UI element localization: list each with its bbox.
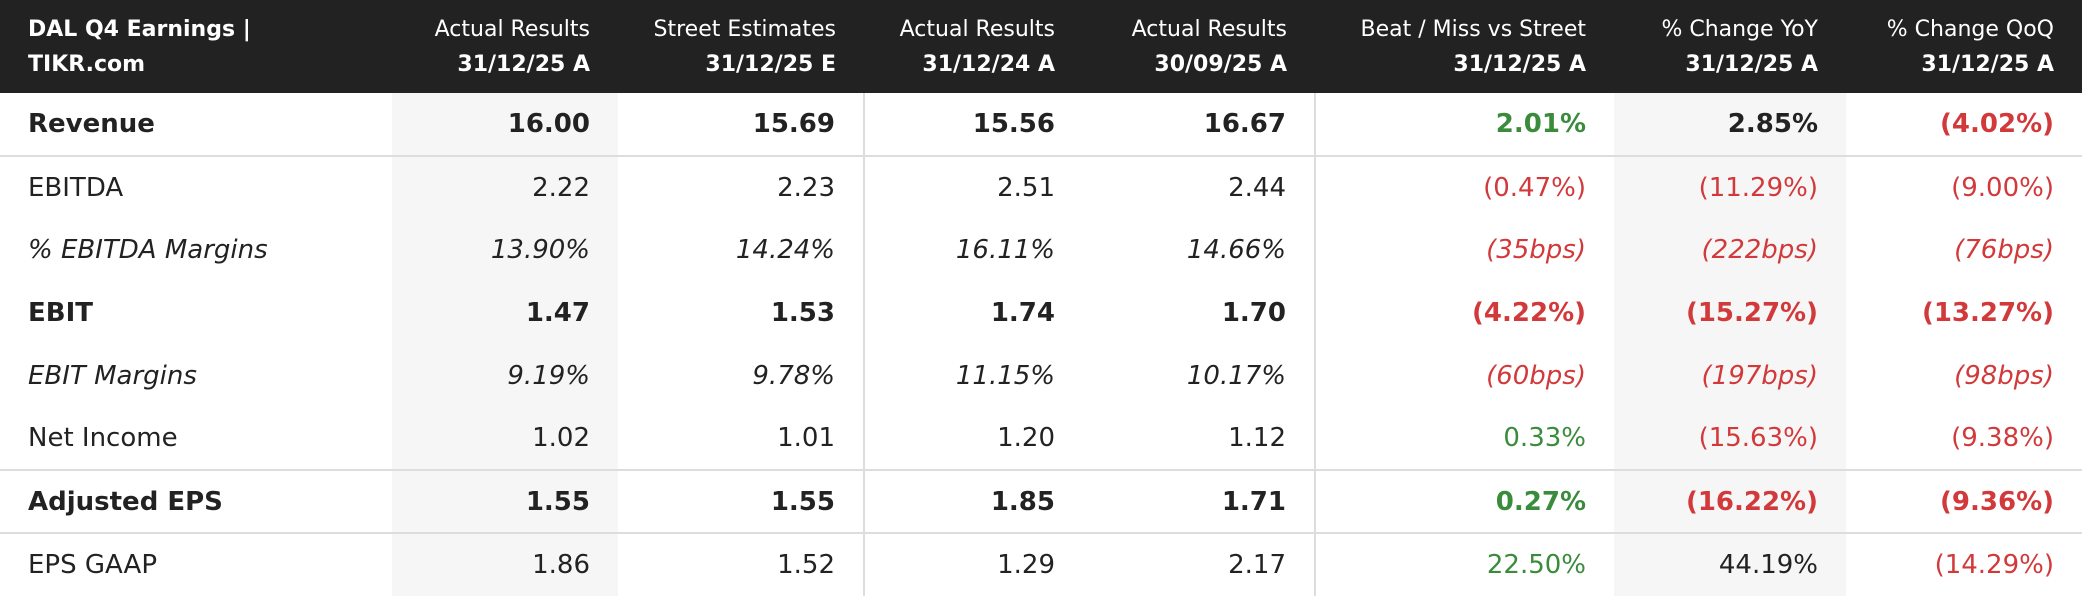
cell-value: 1.01: [618, 407, 865, 471]
row-label: EBIT Margins: [28, 361, 197, 391]
column-header: % Change QoQ 31/12/25 A: [1846, 0, 2082, 93]
cell-value: (14.29%): [1846, 532, 2082, 596]
cell-value: 2.01%: [1495, 108, 1586, 139]
table-row: Revenue 16.00 15.69 15.56 16.67 2.01% 2.85% (4.…: [0, 93, 2082, 156]
column-header-date: 31/12/25 A: [457, 51, 590, 77]
column-header-line: Actual Results: [1131, 16, 1287, 42]
row-label: Net Income: [28, 423, 178, 454]
column-header-line: Street Estimates: [653, 16, 836, 42]
cell-value: 1.12: [1083, 407, 1316, 471]
column-header-date: 31/12/25 A: [1685, 51, 1818, 77]
column-header-date: 30/09/25 A: [1154, 51, 1287, 77]
cell-value: 1.71: [1083, 469, 1316, 534]
cell-value: 14.66%: [1083, 218, 1316, 282]
column-header-line: Actual Results: [899, 16, 1055, 42]
cell-value: (197bps): [1614, 344, 1846, 408]
cell-value: (13.27%): [1921, 298, 2054, 329]
cell-value: 44.19%: [1614, 532, 1846, 596]
column-header: % Change YoY 31/12/25 A: [1614, 0, 1846, 93]
cell-value: 1.47: [392, 281, 618, 345]
cell-value: (60bps): [1486, 361, 1586, 391]
cell-value: 1.86: [392, 532, 618, 596]
cell-value: 0.27%: [1315, 469, 1614, 534]
column-header-line: Actual Results: [434, 16, 590, 42]
cell-value: 11.15%: [955, 361, 1055, 391]
column-header-date: 31/12/24 A: [922, 51, 1055, 77]
cell-value: 1.55: [392, 469, 618, 534]
row-label: EBITDA: [0, 154, 392, 219]
cell-value: 9.78%: [618, 344, 865, 408]
table-header: DAL Q4 Earnings | TIKR.com Actual Result…: [0, 0, 2082, 93]
cell-value: (35bps): [1486, 235, 1586, 266]
cell-value: 1.29: [864, 532, 1083, 596]
cell-value: 1.74: [990, 298, 1055, 329]
table-row: EBIT Margins 9.19% 9.78% 11.15% 10.17% (60bps…: [0, 344, 2082, 408]
column-header-date: 31/12/25 A: [1453, 51, 1586, 77]
cell-value: 9.19%: [392, 344, 618, 408]
cell-value: (15.27%): [1614, 281, 1846, 345]
cell-value: 16.11%: [955, 235, 1055, 266]
cell-value: (11.29%): [1614, 154, 1846, 219]
cell-value: 1.53: [618, 281, 865, 345]
table-row: EBITDA 2.22 2.23 2.51 2.44 (0.47%) (11.29%) (9.…: [0, 154, 2082, 219]
row-label: EBIT: [28, 298, 93, 329]
column-header-line: Beat / Miss vs Street: [1360, 16, 1586, 42]
cell-value: 2.23: [618, 154, 865, 219]
column-header-date: 31/12/25 E: [705, 51, 836, 77]
cell-value: (0.47%): [1315, 154, 1614, 219]
cell-value: 1.70: [1083, 281, 1316, 345]
cell-value: 1.52: [618, 532, 865, 596]
cell-value: (9.36%): [1846, 469, 2082, 534]
table-row: % EBITDA Margins 13.90% 14.24% 16.11% 14.66%…: [0, 218, 2082, 282]
table-row: Net Income 1.02 1.01 1.20 1.12 0.33% (15.63%) (…: [0, 407, 2082, 471]
row-label: Revenue: [28, 108, 155, 139]
cell-value: 16.67: [1083, 93, 1316, 156]
cell-value: (4.22%): [1472, 298, 1586, 329]
cell-value: (9.38%): [1951, 423, 2054, 454]
column-header: Beat / Miss vs Street 31/12/25 A: [1315, 0, 1614, 93]
cell-value: 0.33%: [1503, 423, 1586, 454]
cell-value: 22.50%: [1315, 532, 1614, 596]
table-row: EBIT 1.47 1.53 1.74 1.70 (4.22%) (15.27%) (13.2…: [0, 281, 2082, 345]
cell-value: (76bps): [1954, 235, 2054, 266]
row-label: % EBITDA Margins: [28, 235, 268, 266]
cell-value: (4.02%): [1940, 108, 2054, 139]
cell-value: 15.56: [972, 108, 1055, 139]
table-body: Revenue 16.00 15.69 15.56 16.67 2.01% 2.85% (4.…: [0, 93, 2082, 596]
header-row: DAL Q4 Earnings | TIKR.com Actual Result…: [0, 0, 2082, 93]
cell-value: (9.00%): [1846, 154, 2082, 219]
cell-value: 16.00: [392, 93, 618, 156]
column-header-line: % Change YoY: [1661, 16, 1818, 42]
table-row: EPS GAAP 1.86 1.52 1.29 2.17 22.50% 44.19% (14.…: [0, 532, 2082, 596]
column-header: Street Estimates 31/12/25 E: [618, 0, 864, 93]
cell-value: 1.85: [864, 469, 1083, 534]
column-header: Actual Results 31/12/25 A: [392, 0, 618, 93]
cell-value: 1.55: [618, 469, 865, 534]
cell-value: 2.22: [392, 154, 618, 219]
cell-value: 2.51: [864, 154, 1083, 219]
column-header: Actual Results 30/09/25 A: [1083, 0, 1315, 93]
table-row: Adjusted EPS 1.55 1.55 1.85 1.71 0.27% (16.22%…: [0, 469, 2082, 534]
cell-value: 15.69: [618, 93, 865, 156]
cell-value: 2.85%: [1614, 93, 1846, 156]
row-label: Adjusted EPS: [0, 469, 392, 534]
column-header: Actual Results 31/12/24 A: [864, 0, 1083, 93]
cell-value: (16.22%): [1614, 469, 1846, 534]
column-header-line: % Change QoQ: [1886, 16, 2054, 42]
cell-value: 2.17: [1083, 532, 1316, 596]
cell-value: (98bps): [1954, 361, 2054, 391]
cell-value: 2.44: [1083, 154, 1316, 219]
cell-value: (15.63%): [1614, 407, 1846, 471]
cell-value: 1.20: [997, 423, 1055, 454]
cell-value: 13.90%: [392, 218, 618, 282]
cell-value: 1.02: [392, 407, 618, 471]
column-header-date: 31/12/25 A: [1921, 51, 2054, 77]
cell-value: (222bps): [1614, 218, 1846, 282]
table-title: DAL Q4 Earnings | TIKR.com: [28, 16, 251, 77]
cell-value: 10.17%: [1083, 344, 1316, 408]
row-label: EPS GAAP: [0, 532, 392, 596]
cell-value: 14.24%: [618, 218, 865, 282]
